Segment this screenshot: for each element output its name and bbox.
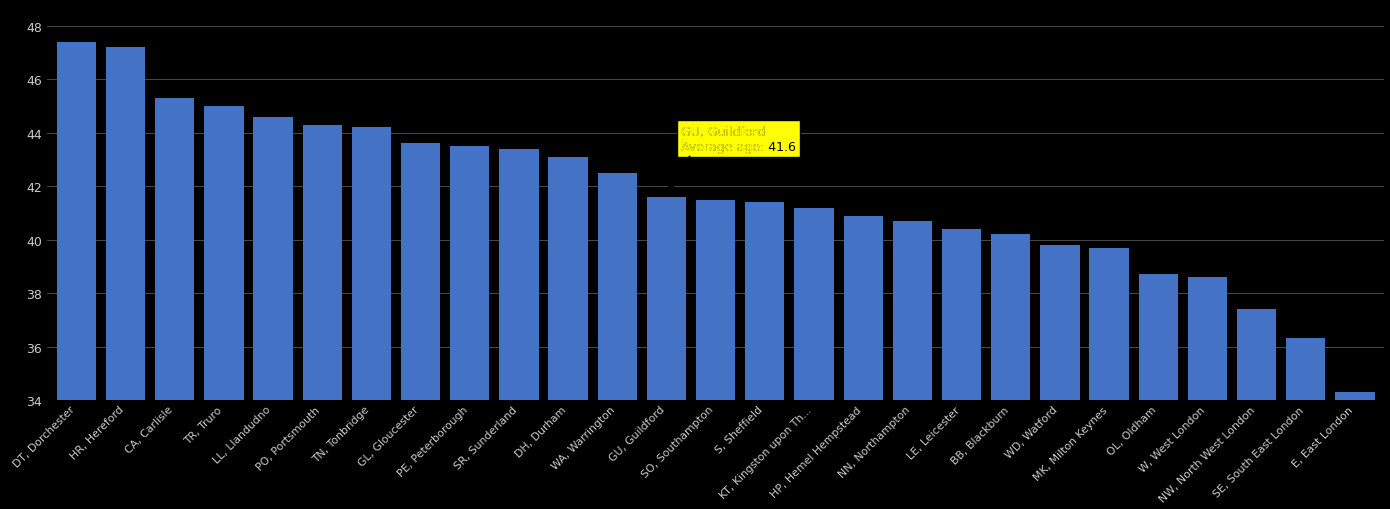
Bar	[57, 43, 96, 400]
Bar	[991, 235, 1030, 400]
Bar	[106, 48, 145, 400]
Bar	[646, 197, 687, 400]
Bar	[696, 200, 735, 400]
Bar	[204, 107, 243, 400]
Bar	[156, 99, 195, 400]
Bar	[450, 147, 489, 400]
Bar	[892, 221, 933, 400]
Bar	[1138, 275, 1177, 400]
Bar	[1040, 245, 1080, 400]
Bar	[1187, 277, 1227, 400]
Bar	[1336, 392, 1375, 400]
Bar	[1286, 339, 1326, 400]
Bar	[794, 208, 834, 400]
Text: GU, Guildford
Average age:: GU, Guildford Average age:	[681, 126, 769, 154]
Bar	[400, 144, 441, 400]
Bar	[253, 118, 293, 400]
Bar	[844, 216, 883, 400]
Bar	[1090, 248, 1129, 400]
Bar	[303, 126, 342, 400]
Bar	[745, 203, 784, 400]
Bar	[1237, 309, 1276, 400]
Bar	[352, 128, 391, 400]
Text: GU, Guildford
Average age: 41.6: GU, Guildford Average age: 41.6	[681, 126, 796, 154]
Bar	[499, 150, 538, 400]
Bar	[549, 157, 588, 400]
Bar	[598, 174, 637, 400]
Bar	[942, 230, 981, 400]
